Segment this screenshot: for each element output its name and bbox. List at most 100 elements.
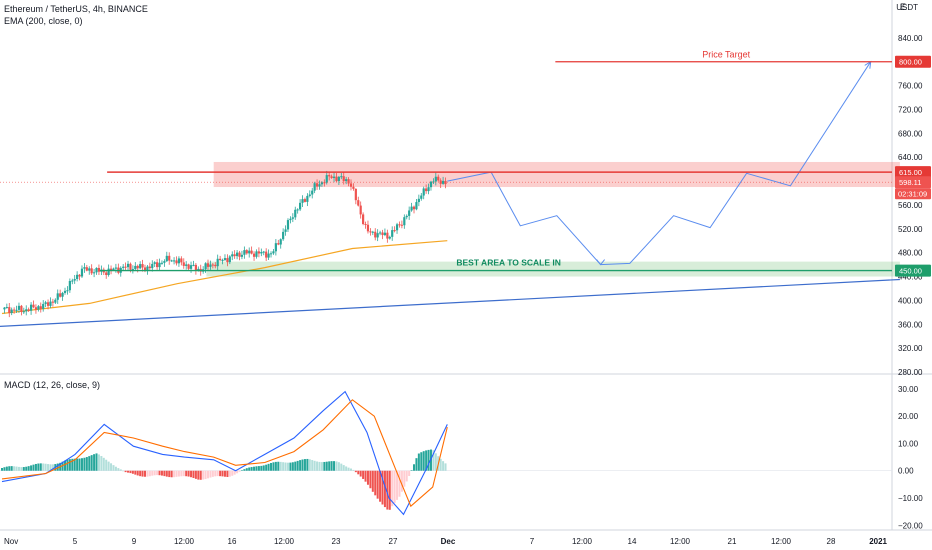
- candle-body[interactable]: [345, 179, 348, 182]
- candle-body[interactable]: [5, 307, 8, 309]
- candle-body[interactable]: [134, 265, 137, 270]
- candle-body[interactable]: [63, 290, 67, 293]
- candle-body[interactable]: [378, 232, 382, 234]
- candle-body[interactable]: [410, 206, 413, 211]
- candle-body[interactable]: [187, 264, 190, 269]
- candle-body[interactable]: [146, 266, 149, 271]
- candle-body[interactable]: [223, 258, 227, 260]
- candle-body[interactable]: [90, 268, 93, 274]
- candle-body[interactable]: [439, 180, 442, 184]
- candle-body[interactable]: [359, 205, 362, 215]
- candle-body[interactable]: [182, 262, 185, 266]
- candle-body[interactable]: [395, 224, 399, 231]
- candle-body[interactable]: [197, 268, 200, 271]
- candle-body[interactable]: [325, 175, 328, 183]
- candle-body[interactable]: [255, 251, 258, 257]
- candle-body[interactable]: [141, 264, 144, 268]
- candle-body[interactable]: [250, 250, 253, 254]
- candle-body[interactable]: [257, 251, 261, 254]
- candle-body[interactable]: [301, 199, 304, 203]
- candle-body[interactable]: [13, 309, 16, 311]
- candle-body[interactable]: [61, 292, 64, 297]
- candle-body[interactable]: [315, 183, 319, 187]
- candle-body[interactable]: [330, 176, 333, 179]
- candle-body[interactable]: [417, 198, 420, 203]
- candle-body[interactable]: [308, 194, 311, 196]
- candle-body[interactable]: [284, 229, 287, 232]
- candle-body[interactable]: [148, 266, 151, 269]
- candle-body[interactable]: [131, 269, 134, 271]
- candle-body[interactable]: [172, 260, 176, 262]
- candle-body[interactable]: [369, 231, 372, 233]
- ema-200-line[interactable]: [1, 240, 448, 315]
- candle-body[interactable]: [20, 305, 23, 312]
- candle-body[interactable]: [59, 293, 62, 297]
- candle-body[interactable]: [158, 262, 161, 268]
- candle-body[interactable]: [105, 272, 108, 276]
- candle-body[interactable]: [221, 259, 224, 261]
- projected-path[interactable]: [447, 61, 872, 266]
- candle-body[interactable]: [37, 306, 40, 310]
- candle-body[interactable]: [122, 266, 125, 268]
- candle-body[interactable]: [352, 186, 355, 189]
- candle-body[interactable]: [303, 199, 307, 202]
- candle-body[interactable]: [168, 255, 171, 261]
- candle-body[interactable]: [129, 263, 132, 270]
- candle-body[interactable]: [194, 264, 197, 271]
- candle-body[interactable]: [97, 267, 101, 272]
- candle-body[interactable]: [432, 181, 435, 183]
- candle-body[interactable]: [204, 263, 207, 270]
- candle-body[interactable]: [420, 195, 423, 199]
- candle-body[interactable]: [34, 307, 38, 310]
- candle-body[interactable]: [296, 209, 299, 211]
- candle-body[interactable]: [320, 182, 324, 185]
- candle-body[interactable]: [112, 268, 115, 271]
- candle-body[interactable]: [143, 267, 147, 271]
- candle-body[interactable]: [68, 280, 71, 291]
- candle-body[interactable]: [349, 183, 353, 187]
- candle-body[interactable]: [151, 263, 154, 269]
- candle-body[interactable]: [393, 230, 396, 232]
- candle-body[interactable]: [233, 254, 236, 257]
- candle-body[interactable]: [238, 252, 241, 257]
- candle-body[interactable]: [165, 255, 168, 262]
- candle-body[interactable]: [80, 268, 84, 277]
- candle-body[interactable]: [54, 299, 57, 303]
- candle-body[interactable]: [342, 176, 345, 182]
- candle-body[interactable]: [272, 251, 275, 254]
- candle-body[interactable]: [371, 231, 374, 233]
- candle-body[interactable]: [412, 206, 416, 210]
- candle-body[interactable]: [109, 268, 113, 271]
- candle-body[interactable]: [313, 183, 316, 191]
- candle-body[interactable]: [180, 258, 183, 263]
- candle-body[interactable]: [286, 220, 290, 230]
- candle-body[interactable]: [427, 187, 430, 192]
- candle-body[interactable]: [189, 265, 193, 269]
- candle-body[interactable]: [88, 268, 91, 271]
- scale-in-tag[interactable]: [895, 264, 931, 277]
- resistance-tag[interactable]: [895, 166, 931, 179]
- candle-body[interactable]: [425, 188, 428, 192]
- candle-body[interactable]: [114, 267, 118, 269]
- candle-body[interactable]: [51, 301, 54, 303]
- candle-body[interactable]: [235, 252, 239, 257]
- candle-body[interactable]: [22, 311, 25, 313]
- candle-body[interactable]: [357, 200, 360, 206]
- candle-body[interactable]: [354, 188, 357, 201]
- candle-body[interactable]: [335, 176, 338, 182]
- candle-body[interactable]: [211, 264, 214, 266]
- candle-body[interactable]: [25, 309, 28, 312]
- candle-body[interactable]: [39, 306, 42, 309]
- ema-indicator-label[interactable]: EMA (200, close, 0): [4, 16, 83, 26]
- candle-body[interactable]: [139, 264, 142, 269]
- candle-body[interactable]: [3, 307, 6, 310]
- candle-body[interactable]: [277, 243, 280, 245]
- candle-body[interactable]: [386, 232, 389, 239]
- candle-body[interactable]: [85, 267, 88, 271]
- candle-body[interactable]: [289, 218, 292, 221]
- candle-body[interactable]: [231, 254, 234, 257]
- candle-body[interactable]: [216, 258, 219, 267]
- candle-body[interactable]: [383, 232, 387, 236]
- candle-body[interactable]: [362, 214, 365, 224]
- candle-body[interactable]: [434, 176, 437, 182]
